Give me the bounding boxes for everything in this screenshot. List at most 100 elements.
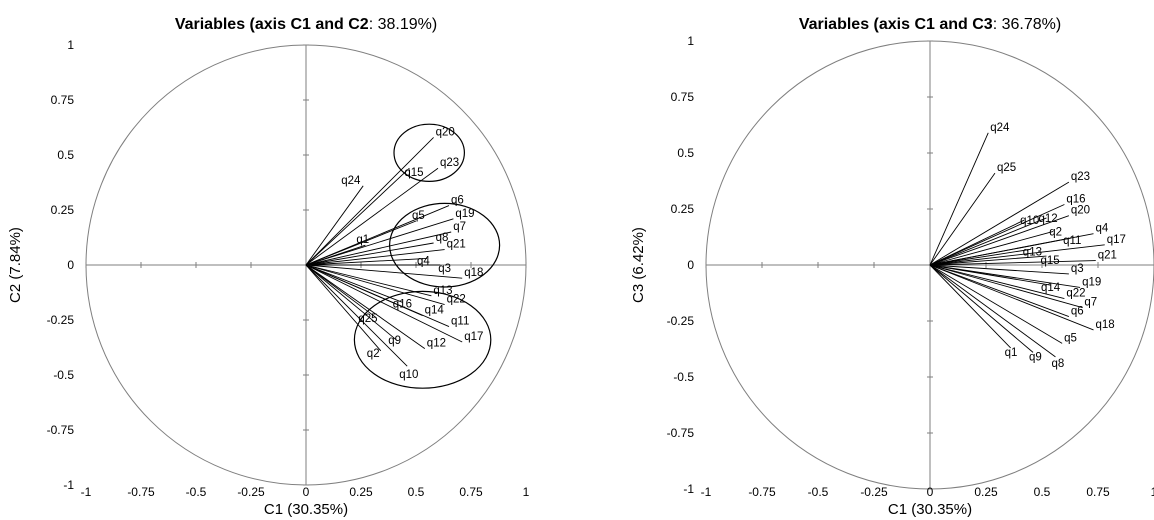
variable-vector-q16 — [929, 204, 1065, 266]
variable-vector-q24 — [305, 185, 364, 266]
correlation-plot-1: Variables (axis C1 and C2: 38.19%) -1 -1 -0… — [7, 16, 530, 518]
variable-vector-q8 — [305, 242, 434, 266]
variable-vector-q2 — [929, 230, 1054, 266]
y-tick-label: 0.25 — [671, 202, 695, 216]
variable-label-q25: q25 — [358, 313, 377, 325]
x-tick-label: 0 — [303, 485, 310, 499]
variable-vector-q4 — [305, 257, 428, 266]
variable-vector-q21 — [929, 260, 1096, 266]
variable-vector-q9 — [305, 264, 397, 341]
variable-vector-q12 — [305, 264, 426, 349]
variable-vector-q13 — [929, 248, 1031, 266]
group-ellipse-3 — [353, 290, 492, 389]
x-tick-label: -0.75 — [127, 485, 155, 499]
variable-vector-q23 — [929, 181, 1070, 266]
variable-label-q6: q6 — [1071, 306, 1084, 318]
x-tick-label: 0.75 — [459, 485, 483, 499]
variable-vector-q15 — [929, 255, 1047, 266]
chart-title: Variables (axis C1 and C3: 36.78%) — [799, 16, 1061, 33]
variable-label-q10: q10 — [1020, 215, 1039, 227]
variable-label-q11: q11 — [451, 316, 469, 328]
variable-label-q18: q18 — [1096, 319, 1115, 331]
variable-vector-q16 — [305, 264, 403, 303]
variable-label-q8: q8 — [1051, 358, 1064, 370]
variable-vector-q7 — [929, 264, 1083, 308]
variable-label-q11: q11 — [1063, 235, 1081, 247]
correlation-plot-2: Variables (axis C1 and C3: 36.78%) -1 -1 -0… — [630, 16, 1154, 518]
variable-label-q1: q1 — [1005, 347, 1018, 359]
variable-label-q15: q15 — [404, 167, 423, 179]
variable-vector-q22 — [305, 264, 445, 306]
variable-label-q8: q8 — [436, 232, 449, 244]
y-tick-label: 0.5 — [677, 146, 694, 160]
x-tick-label: 0.25 — [349, 485, 373, 499]
variable-vector-q18 — [305, 264, 463, 279]
variable-label-q7: q7 — [1084, 297, 1097, 309]
x-axis-title: C1 (30.35%) — [264, 501, 348, 518]
variable-vector-q12 — [929, 217, 1047, 266]
variable-vector-q19 — [305, 218, 454, 266]
variable-label-q20: q20 — [1071, 205, 1090, 217]
variable-vector-q20 — [305, 137, 434, 266]
variable-vector-q11 — [305, 264, 450, 328]
variable-label-q20: q20 — [436, 126, 455, 138]
variable-label-q12: q12 — [1038, 213, 1057, 225]
variable-vector-q21 — [305, 249, 445, 266]
chart-title-rest: : 38.19%) — [369, 16, 437, 33]
variable-vector-q10 — [929, 219, 1025, 266]
x-tick-label: 1 — [1151, 485, 1154, 499]
variable-label-q7: q7 — [453, 221, 466, 233]
x-tick-label: 0.5 — [408, 485, 425, 499]
y-tick-label: 0.5 — [57, 148, 74, 162]
variable-label-q18: q18 — [464, 267, 483, 279]
variable-vector-q2 — [305, 264, 382, 352]
x-tick-label: -1 — [701, 485, 712, 499]
variable-vector-q5 — [929, 264, 1063, 344]
variable-label-q14: q14 — [1041, 282, 1061, 294]
x-tick-label: -0.75 — [748, 485, 776, 499]
variable-vector-q17 — [929, 244, 1105, 266]
variable-label-q22: q22 — [447, 294, 466, 306]
chart-title: Variables (axis C1 and C2: 38.19%) — [175, 16, 437, 33]
y-tick-label: 0 — [67, 258, 74, 272]
variable-vector-q8 — [929, 264, 1056, 358]
x-tick-label: -0.25 — [860, 485, 888, 499]
variable-vector-q10 — [305, 264, 408, 367]
variable-label-q23: q23 — [1071, 171, 1090, 183]
variable-label-q12: q12 — [427, 338, 446, 350]
x-tick-label: 1 — [523, 485, 530, 499]
y-axis-title: C2 (7.84%) — [7, 227, 24, 303]
variable-vector-q19 — [929, 264, 1081, 288]
y-tick-label: -1 — [683, 482, 694, 496]
x-tick-label: -0.5 — [186, 485, 207, 499]
variable-label-q24: q24 — [341, 175, 361, 187]
y-tick-label: -0.25 — [667, 314, 695, 328]
x-tick-label: 0.75 — [1086, 485, 1110, 499]
variable-vector-q5 — [305, 220, 417, 266]
variable-label-q6: q6 — [451, 195, 464, 207]
y-tick-label: -0.25 — [47, 313, 75, 327]
variable-vector-q15 — [305, 167, 410, 266]
variable-label-q2: q2 — [1049, 226, 1062, 238]
y-tick-label: 0.75 — [671, 90, 695, 104]
variable-label-q24: q24 — [990, 122, 1010, 134]
variable-vector-q23 — [305, 167, 439, 266]
x-tick-label: -0.25 — [237, 485, 265, 499]
y-tick-label: 0.25 — [51, 203, 75, 217]
chart-title-rest: : 36.78%) — [993, 16, 1061, 33]
variable-label-q19: q19 — [1082, 276, 1101, 288]
x-tick-label: -0.5 — [808, 485, 829, 499]
variable-vector-q17 — [305, 264, 463, 343]
chart-title-bold: Variables (axis C1 and C3 — [799, 16, 993, 33]
variable-label-q13: q13 — [433, 285, 452, 297]
variable-label-q3: q3 — [438, 263, 451, 275]
x-tick-label: 0.5 — [1034, 485, 1051, 499]
x-axis-title: C1 (30.35%) — [888, 501, 972, 518]
y-tick-label: 1 — [687, 34, 694, 48]
x-tick-label: -1 — [81, 485, 92, 499]
variable-label-q2: q2 — [367, 348, 380, 360]
variable-label-q1: q1 — [356, 234, 369, 246]
variable-label-q10: q10 — [399, 369, 418, 381]
variable-label-q9: q9 — [388, 335, 401, 347]
variable-vector-q11 — [929, 237, 1072, 266]
